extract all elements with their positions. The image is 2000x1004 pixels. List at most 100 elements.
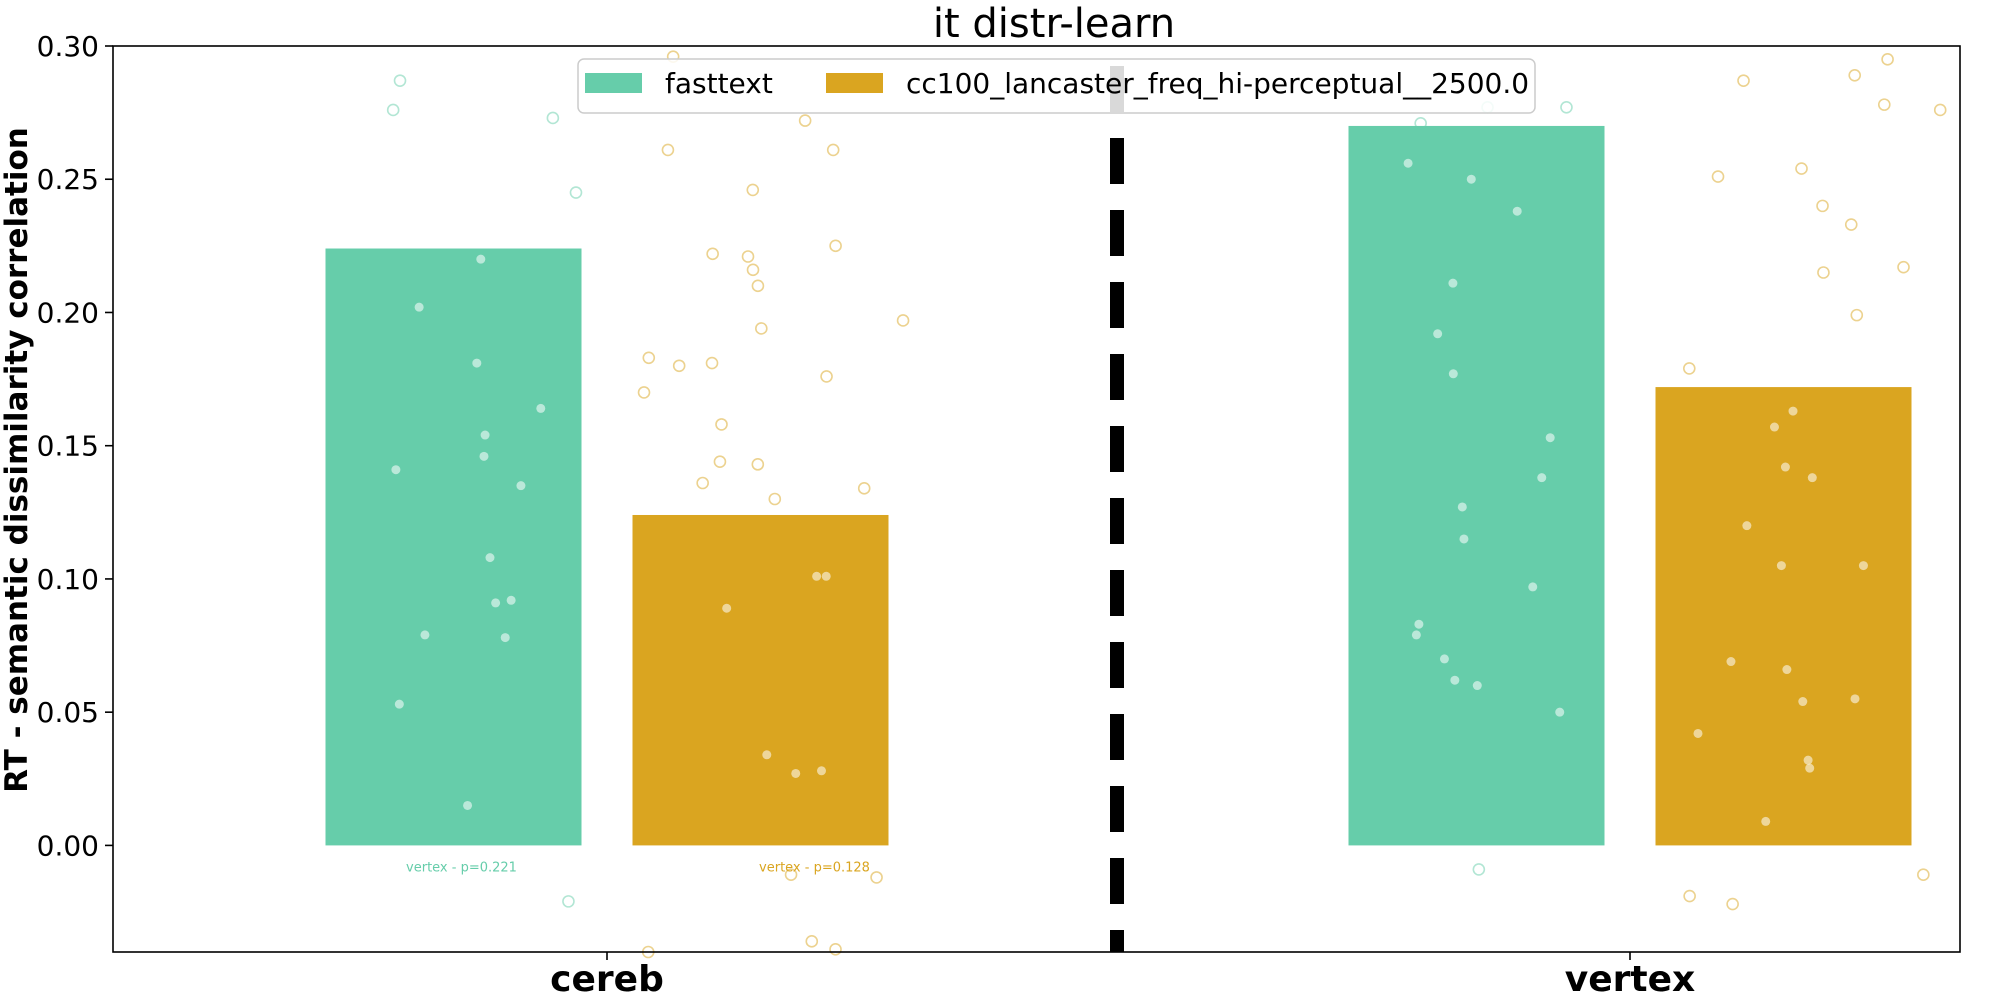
outlier-point-vertex-1-12 xyxy=(1682,362,1696,375)
y-tick-label-4: 0.20 xyxy=(37,296,99,329)
data-point-cereb-0-1 xyxy=(414,302,424,312)
data-point-cereb-1-5 xyxy=(791,768,801,778)
outlier-point-vertex-1-8 xyxy=(1844,218,1858,231)
outlier-point-cereb-1-11 xyxy=(755,322,768,335)
y-tick-label-2: 0.10 xyxy=(37,563,99,596)
data-point-cereb-0-10 xyxy=(491,598,501,608)
data-point-cereb-1-2 xyxy=(722,603,732,613)
data-point-vertex-0-13 xyxy=(1439,654,1449,664)
outlier-point-cereb-1-19 xyxy=(751,458,765,471)
data-point-cereb-0-9 xyxy=(506,595,516,605)
data-point-vertex-0-11 xyxy=(1414,619,1424,629)
y-tick-label-5: 0.25 xyxy=(37,163,99,196)
data-point-vertex-0-2 xyxy=(1512,206,1522,216)
outlier-point-vertex-1-3 xyxy=(1877,98,1891,111)
outlier-point-cereb-1-16 xyxy=(637,386,651,399)
outlier-point-vertex-1-15 xyxy=(1726,897,1739,911)
outlier-point-cereb-1-17 xyxy=(715,418,728,431)
data-point-vertex-1-13 xyxy=(1805,763,1815,773)
data-point-vertex-0-10 xyxy=(1528,582,1538,592)
x-tick-label-cereb: cereb xyxy=(550,959,664,1000)
outlier-point-cereb-1-15 xyxy=(820,370,833,383)
outlier-point-vertex-1-1 xyxy=(1848,69,1862,82)
data-point-vertex-0-9 xyxy=(1459,534,1469,544)
legend: fasttext cc100_lancaster_freq_hi-perceptu… xyxy=(577,58,1536,114)
y-tick-label-1: 0.05 xyxy=(37,696,99,729)
y-tick-label-3: 0.15 xyxy=(37,430,99,463)
chart-title: it distr-learn xyxy=(933,1,1175,47)
outlier-point-cereb-1-18 xyxy=(713,455,727,468)
plot-area: vertex - p=0.221 vertex - p=0.128 0.00 0.05… xyxy=(37,30,1961,1000)
data-point-vertex-0-5 xyxy=(1448,369,1458,379)
x-tick-label-vertex: vertex xyxy=(1565,959,1695,1000)
data-point-cereb-1-0 xyxy=(821,571,831,581)
outlier-point-vertex-0-2 xyxy=(1414,116,1427,130)
outlier-point-vertex-1-5 xyxy=(1795,162,1808,175)
data-point-vertex-1-7 xyxy=(1726,657,1736,667)
data-point-vertex-0-16 xyxy=(1555,707,1565,717)
data-point-cereb-0-7 xyxy=(516,481,526,491)
data-point-vertex-1-10 xyxy=(1798,697,1808,707)
data-point-cereb-0-14 xyxy=(463,800,473,810)
data-point-vertex-1-0 xyxy=(1788,406,1798,416)
data-point-vertex-0-14 xyxy=(1450,675,1460,685)
data-point-vertex-1-12 xyxy=(1803,755,1813,765)
outlier-point-vertex-1-10 xyxy=(1817,266,1830,279)
data-point-vertex-0-4 xyxy=(1433,329,1443,339)
outlier-point-cereb-1-21 xyxy=(857,482,871,495)
legend-box xyxy=(577,58,1536,114)
outlier-point-cereb-1-12 xyxy=(642,351,656,365)
outlier-point-cereb-0-1 xyxy=(386,103,400,117)
outlier-point-cereb-1-9 xyxy=(751,279,765,293)
outlier-point-vertex-1-0 xyxy=(1881,53,1894,66)
data-point-vertex-1-6 xyxy=(1858,561,1868,571)
data-point-vertex-1-9 xyxy=(1850,694,1860,704)
data-point-vertex-0-12 xyxy=(1411,630,1421,640)
data-point-cereb-0-13 xyxy=(394,699,404,709)
outlier-point-vertex-1-2 xyxy=(1737,74,1750,87)
outlier-point-cereb-0-0 xyxy=(393,74,407,87)
data-point-vertex-0-1 xyxy=(1466,174,1476,184)
outlier-point-vertex-1-4 xyxy=(1933,103,1947,117)
data-point-cereb-0-3 xyxy=(536,403,546,413)
data-point-cereb-0-6 xyxy=(391,465,401,475)
data-point-vertex-0-8 xyxy=(1457,502,1467,512)
data-point-vertex-1-11 xyxy=(1693,728,1703,738)
outlier-point-vertex-0-1 xyxy=(1560,100,1573,114)
data-point-vertex-1-4 xyxy=(1742,521,1752,531)
outlier-point-vertex-1-14 xyxy=(1683,889,1696,903)
p-value-annotation-cereb-0: vertex - p=0.221 xyxy=(406,860,517,875)
legend-swatch-0 xyxy=(585,73,642,93)
outlier-point-vertex-1-13 xyxy=(1917,868,1930,882)
legend-label-0: fasttext xyxy=(665,67,773,100)
data-point-vertex-1-8 xyxy=(1782,665,1792,675)
outlier-point-cereb-0-4 xyxy=(562,895,575,908)
data-point-vertex-0-0 xyxy=(1403,158,1413,168)
outlier-point-cereb-0-3 xyxy=(569,186,583,199)
outlier-point-cereb-1-14 xyxy=(672,359,686,373)
outlier-point-cereb-1-26 xyxy=(829,943,842,956)
data-point-vertex-0-15 xyxy=(1472,681,1482,691)
data-point-vertex-1-3 xyxy=(1807,473,1817,483)
outlier-point-vertex-1-7 xyxy=(1816,199,1829,213)
outlier-point-cereb-1-1 xyxy=(798,114,812,127)
outlier-point-vertex-1-6 xyxy=(1711,170,1725,183)
outlier-point-cereb-1-20 xyxy=(696,476,709,490)
outlier-point-cereb-1-3 xyxy=(826,143,840,157)
p-value-annotation-cereb-1: vertex - p=0.128 xyxy=(759,860,870,875)
outlier-point-vertex-0-3 xyxy=(1472,863,1486,876)
legend-label-1: cc100_lancaster_freq_hi-perceptual__2500… xyxy=(906,67,1529,100)
outlier-point-cereb-1-23 xyxy=(784,868,798,882)
data-point-vertex-0-6 xyxy=(1545,433,1555,443)
data-point-cereb-1-1 xyxy=(812,571,822,581)
data-point-vertex-1-1 xyxy=(1769,422,1779,432)
data-point-vertex-1-5 xyxy=(1776,561,1786,571)
data-point-vertex-1-14 xyxy=(1761,816,1771,826)
data-point-cereb-0-8 xyxy=(485,553,495,563)
data-point-cereb-1-3 xyxy=(762,750,772,760)
outlier-point-cereb-1-8 xyxy=(746,263,760,277)
data-point-vertex-1-2 xyxy=(1780,462,1790,472)
bar-vertex-1 xyxy=(1655,387,1912,846)
